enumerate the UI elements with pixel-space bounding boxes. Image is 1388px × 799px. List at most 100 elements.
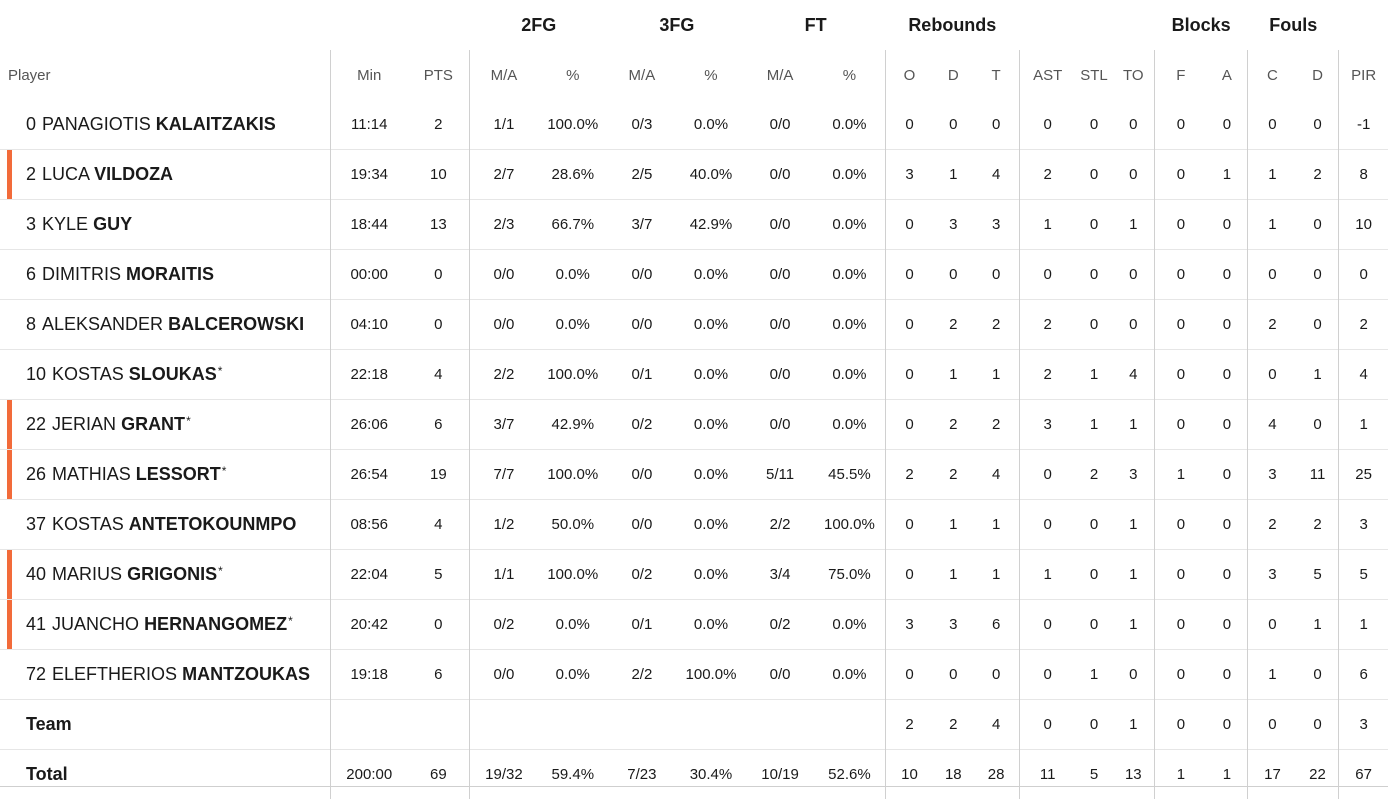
player-first-name[interactable]: ELEFTHERIOS: [52, 664, 177, 684]
player-last-name[interactable]: MANTZOUKAS: [182, 664, 310, 684]
player-first-name[interactable]: KYLE: [42, 214, 88, 234]
cell-to: 1: [1113, 400, 1155, 450]
column-header-3fg-pct[interactable]: %: [676, 50, 746, 100]
column-header-ast[interactable]: AST: [1019, 50, 1075, 100]
player-last-name[interactable]: HERNANGOMEZ: [144, 614, 287, 634]
cell-reb-o: 0: [885, 300, 933, 350]
cell-min: 26:06: [330, 400, 407, 450]
player-first-name[interactable]: PANAGIOTIS: [42, 114, 151, 134]
player-first-name[interactable]: MATHIAS: [52, 464, 131, 484]
player-cell[interactable]: 37 KOSTAS ANTETOKOUNMPO: [0, 500, 330, 550]
cell-pir: 3: [1339, 500, 1388, 550]
cell-stl: 0: [1075, 250, 1112, 300]
player-last-name[interactable]: GRIGONIS: [127, 564, 217, 584]
column-header-2fg-pct[interactable]: %: [538, 50, 608, 100]
column-header-ft-pct[interactable]: %: [814, 50, 885, 100]
column-header-reb-o[interactable]: O: [885, 50, 933, 100]
cell-min: 20:42: [330, 600, 407, 650]
player-last-name[interactable]: SLOUKAS: [129, 364, 217, 384]
player-cell[interactable]: 2 LUCA VILDOZA: [0, 150, 330, 200]
column-header-blk-f[interactable]: F: [1155, 50, 1207, 100]
player-first-name[interactable]: ALEKSANDER: [42, 314, 163, 334]
group-header-spacer: [0, 0, 330, 50]
starter-marker: *: [186, 414, 191, 428]
cell-reb-o: 3: [885, 150, 933, 200]
column-header-pts[interactable]: PTS: [408, 50, 470, 100]
cell-min: 200:00: [330, 750, 407, 799]
column-header-player[interactable]: Player: [0, 50, 330, 100]
cell-3fg-pct: 0.0%: [676, 400, 746, 450]
cell-pir: 1: [1339, 600, 1388, 650]
cell-reb-d: 1: [933, 550, 973, 600]
cell-reb-d: 1: [933, 150, 973, 200]
player-last-name[interactable]: MORAITIS: [126, 264, 214, 284]
column-header-foul-c[interactable]: C: [1248, 50, 1297, 100]
column-header-2fg-ma[interactable]: M/A: [470, 50, 538, 100]
player-first-name[interactable]: LUCA: [42, 164, 89, 184]
player-first-name[interactable]: JERIAN: [52, 414, 116, 434]
player-last-name[interactable]: VILDOZA: [94, 164, 173, 184]
cell-blk-a: 1: [1207, 150, 1248, 200]
player-last-name[interactable]: GRANT: [121, 414, 185, 434]
column-header-foul-d[interactable]: D: [1297, 50, 1339, 100]
player-last-name[interactable]: GUY: [93, 214, 132, 234]
cell-ast: 0: [1019, 450, 1075, 500]
cell-blk-a: 0: [1207, 350, 1248, 400]
cell-ft-pct: 100.0%: [814, 500, 885, 550]
cell-3fg-pct: 30.4%: [676, 750, 746, 799]
player-first-name[interactable]: KOSTAS: [52, 514, 124, 534]
column-header-to[interactable]: TO: [1113, 50, 1155, 100]
player-number: 2: [26, 164, 36, 184]
cell-2fg-ma: 2/7: [470, 150, 538, 200]
cell-3fg-ma: 7/23: [608, 750, 676, 799]
cell-pir: 8: [1339, 150, 1388, 200]
cell-to: 1: [1113, 550, 1155, 600]
column-header-blk-a[interactable]: A: [1207, 50, 1248, 100]
cell-3fg-ma: 0/3: [608, 100, 676, 150]
cell-ft-ma: 3/4: [746, 550, 814, 600]
cell-min: [330, 700, 407, 750]
player-last-name[interactable]: KALAITZAKIS: [156, 114, 276, 134]
column-header-stl[interactable]: STL: [1075, 50, 1112, 100]
cell-pts: 19: [408, 450, 470, 500]
player-first-name[interactable]: DIMITRIS: [42, 264, 121, 284]
player-first-name[interactable]: MARIUS: [52, 564, 122, 584]
player-last-name[interactable]: BALCEROWSKI: [168, 314, 304, 334]
player-number: 37: [26, 514, 46, 534]
column-header-min[interactable]: Min: [330, 50, 407, 100]
column-header-reb-d[interactable]: D: [933, 50, 973, 100]
player-last-name[interactable]: ANTETOKOUNMPO: [129, 514, 297, 534]
player-last-name[interactable]: LESSORT: [136, 464, 221, 484]
cell-ft-pct: 52.6%: [814, 750, 885, 799]
player-first-name[interactable]: KOSTAS: [52, 364, 124, 384]
player-first-name[interactable]: JUANCHO: [52, 614, 139, 634]
cell-reb-o: 0: [885, 200, 933, 250]
column-header-pir[interactable]: PIR: [1339, 50, 1388, 100]
column-header-3fg-ma[interactable]: M/A: [608, 50, 676, 100]
column-header-ft-ma[interactable]: M/A: [746, 50, 814, 100]
cell-ft-ma: 0/0: [746, 150, 814, 200]
column-header-reb-t[interactable]: T: [973, 50, 1019, 100]
